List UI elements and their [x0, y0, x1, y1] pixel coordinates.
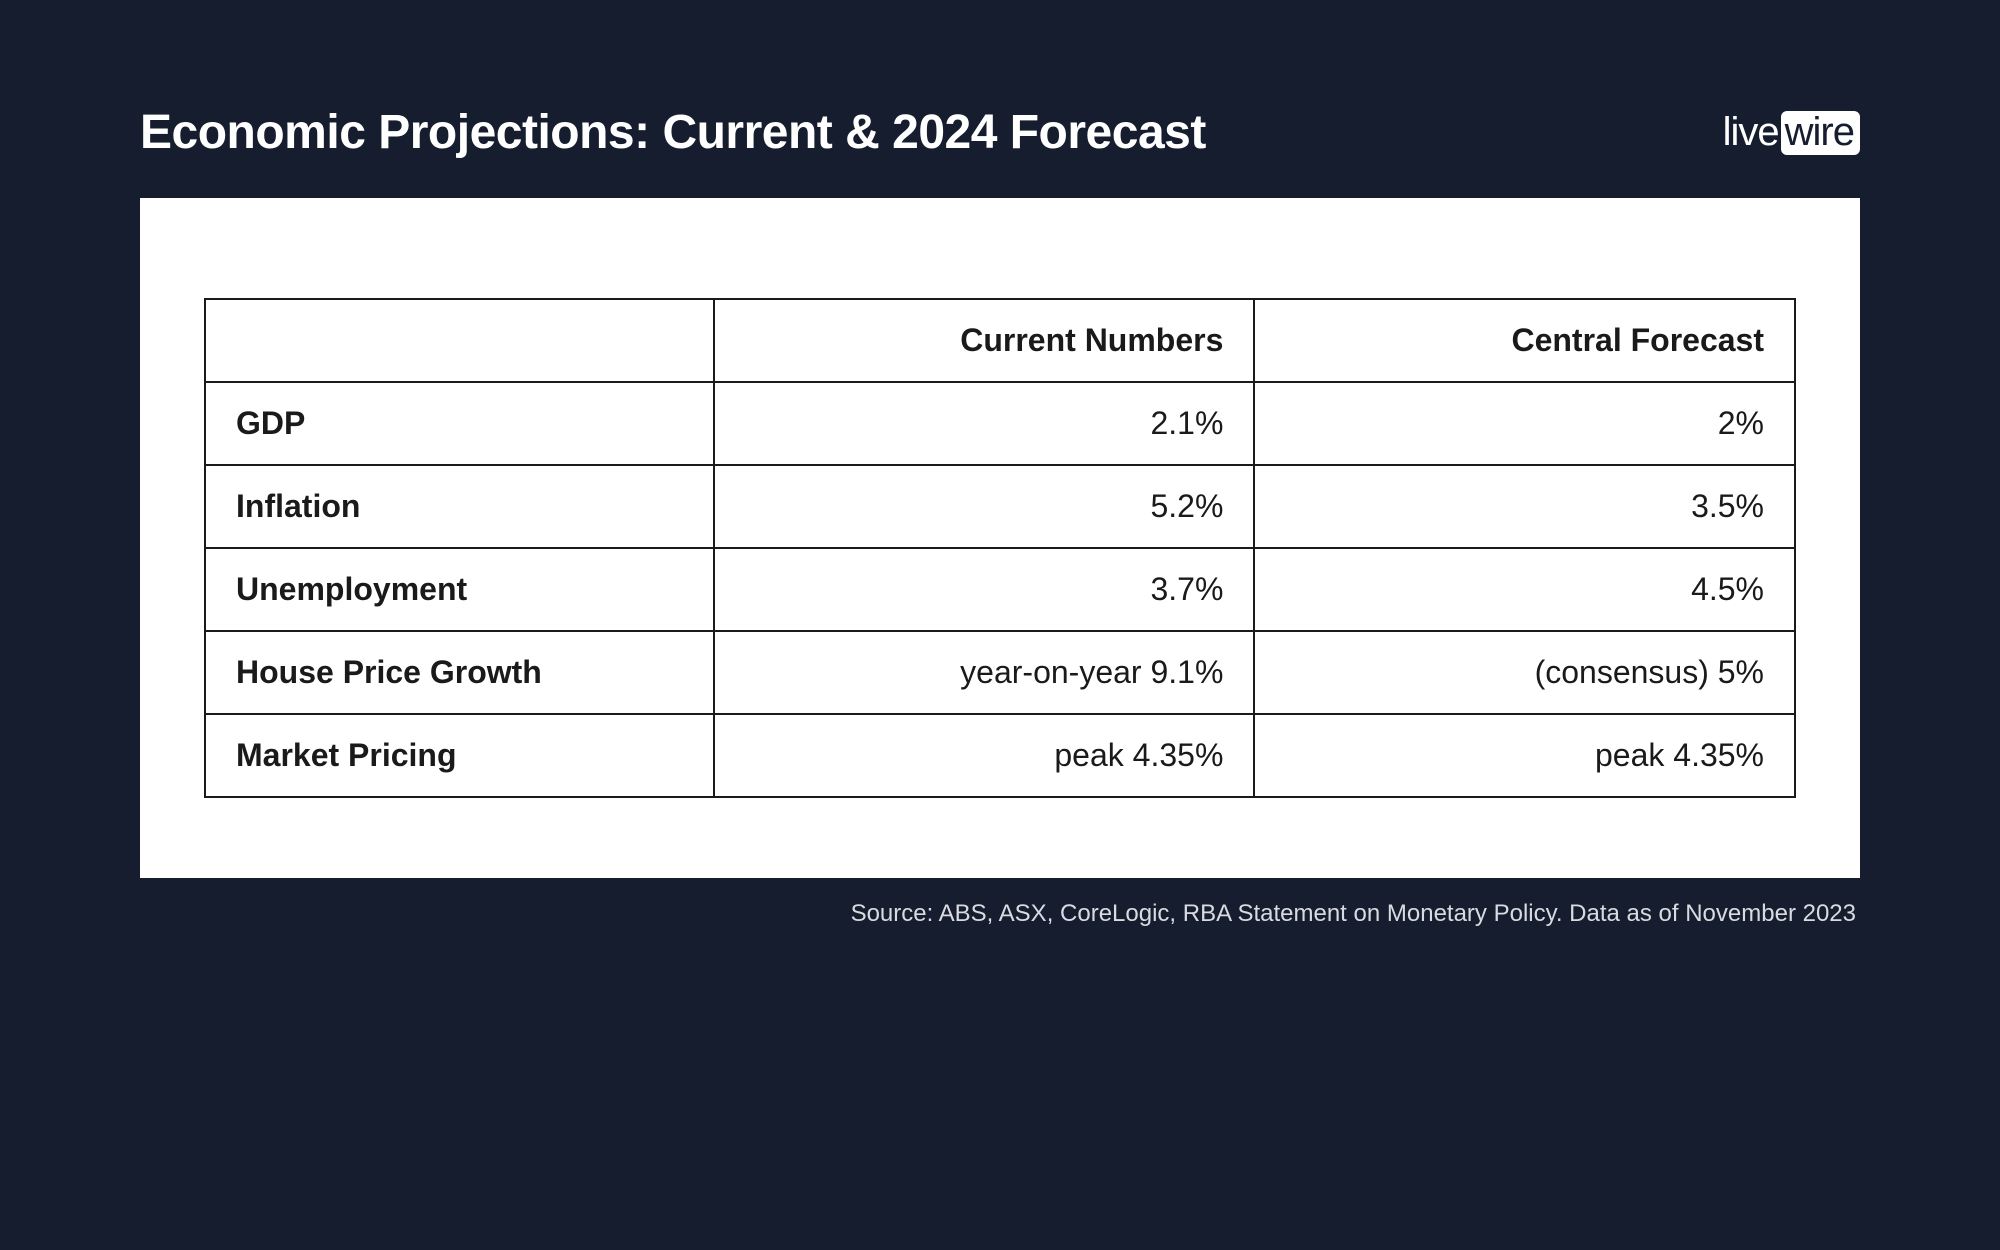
table-row: GDP 2.1% 2%	[205, 382, 1795, 465]
header-row: Economic Projections: Current & 2024 For…	[140, 105, 1860, 160]
cell-current: 3.7%	[714, 548, 1255, 631]
cell-current: 5.2%	[714, 465, 1255, 548]
row-label: House Price Growth	[205, 631, 714, 714]
cell-forecast: peak 4.35%	[1254, 714, 1795, 797]
source-note: Source: ABS, ASX, CoreLogic, RBA Stateme…	[140, 900, 1860, 928]
row-label: Inflation	[205, 465, 714, 548]
logo-part-live: live	[1723, 110, 1779, 155]
cell-current: peak 4.35%	[714, 714, 1255, 797]
livewire-logo: live wire	[1723, 110, 1860, 155]
cell-forecast: 3.5%	[1254, 465, 1795, 548]
table-container: Current Numbers Central Forecast GDP 2.1…	[140, 198, 1860, 878]
table-row: House Price Growth year-on-year 9.1% (co…	[205, 631, 1795, 714]
row-label: Market Pricing	[205, 714, 714, 797]
table-header-current: Current Numbers	[714, 299, 1255, 382]
table-row: Unemployment 3.7% 4.5%	[205, 548, 1795, 631]
cell-current: 2.1%	[714, 382, 1255, 465]
table-header-empty	[205, 299, 714, 382]
table-header-row: Current Numbers Central Forecast	[205, 299, 1795, 382]
row-label: Unemployment	[205, 548, 714, 631]
page-title: Economic Projections: Current & 2024 For…	[140, 105, 1206, 160]
cell-current: year-on-year 9.1%	[714, 631, 1255, 714]
table-row: Market Pricing peak 4.35% peak 4.35%	[205, 714, 1795, 797]
logo-part-wire: wire	[1781, 111, 1860, 155]
table-header-forecast: Central Forecast	[1254, 299, 1795, 382]
cell-forecast: (consensus) 5%	[1254, 631, 1795, 714]
projections-table: Current Numbers Central Forecast GDP 2.1…	[204, 298, 1796, 798]
cell-forecast: 4.5%	[1254, 548, 1795, 631]
table-row: Inflation 5.2% 3.5%	[205, 465, 1795, 548]
row-label: GDP	[205, 382, 714, 465]
cell-forecast: 2%	[1254, 382, 1795, 465]
